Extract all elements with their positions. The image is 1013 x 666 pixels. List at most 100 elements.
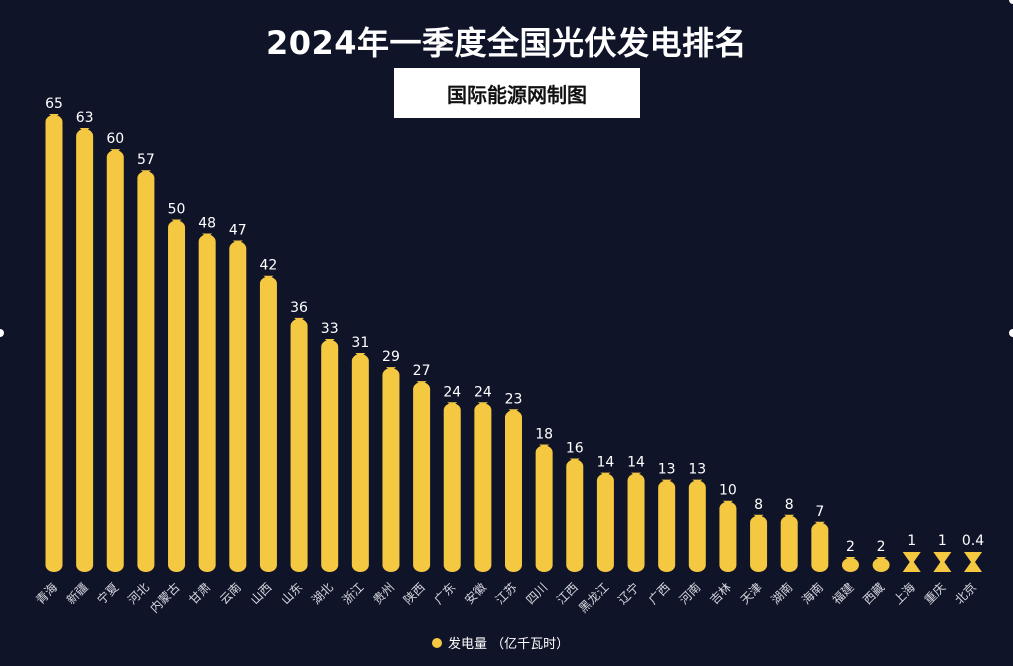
data-label: 18 [535, 426, 553, 442]
category-label: 四川 [523, 580, 550, 607]
bar[interactable] [198, 234, 216, 572]
category-label: 甘肃 [186, 580, 213, 607]
bar[interactable] [750, 515, 768, 572]
bar-cap [814, 521, 825, 526]
bar-cap [631, 472, 642, 477]
bar-group: 16 江西 [554, 441, 584, 608]
bar[interactable] [137, 171, 155, 572]
bar-cap [140, 170, 151, 175]
data-label: 14 [627, 455, 645, 471]
subtitle-box: 国际能源网制图 [394, 68, 640, 118]
data-label: 24 [443, 384, 461, 400]
bar[interactable] [719, 501, 737, 572]
bar[interactable] [474, 403, 492, 572]
data-label: 13 [688, 462, 706, 478]
bar-group: 24 广东 [431, 384, 461, 607]
resize-handle-top-right[interactable] [1009, 0, 1013, 4]
data-label: 65 [45, 96, 63, 112]
bar-cap [600, 472, 611, 477]
bar-group: 8 天津 [738, 497, 768, 607]
legend-marker [432, 638, 442, 648]
category-label: 海南 [798, 580, 826, 608]
bar[interactable] [351, 354, 369, 572]
bar[interactable] [780, 515, 798, 572]
bar-group: 2 西藏 [860, 539, 890, 607]
bar[interactable] [321, 339, 339, 572]
bar-group: 18 四川 [523, 426, 553, 607]
bar[interactable] [229, 241, 247, 573]
bar-cap [692, 479, 703, 484]
bar-group: 36 山东 [278, 300, 308, 607]
data-label: 1 [907, 533, 916, 549]
data-label: 57 [137, 152, 155, 168]
bar[interactable] [106, 150, 124, 572]
bar[interactable] [382, 368, 400, 572]
legend-label: 发电量 （亿千瓦时） [448, 636, 569, 652]
bar[interactable] [413, 382, 431, 572]
resize-handle-left[interactable] [0, 329, 4, 337]
bar[interactable] [566, 459, 584, 572]
bar[interactable] [535, 445, 553, 572]
bar-cap [661, 479, 672, 484]
category-label: 宁夏 [94, 580, 122, 608]
bar-group: 27 陕西 [400, 363, 430, 607]
bar-cap [263, 275, 274, 280]
bar-group: 65 青海 [33, 96, 63, 607]
category-label: 福建 [829, 580, 857, 608]
category-label: 河南 [676, 580, 704, 608]
data-label: 2 [846, 539, 855, 555]
bar-cap [845, 556, 856, 561]
bar-group: 7 海南 [798, 504, 829, 608]
bar[interactable] [290, 318, 308, 572]
bar[interactable] [933, 552, 952, 572]
bar-group: 1 上海 [890, 533, 921, 607]
bar[interactable] [76, 129, 94, 573]
category-label: 河北 [125, 580, 152, 607]
data-label: 7 [815, 504, 824, 520]
bar[interactable] [964, 552, 982, 572]
category-label: 北京 [952, 580, 979, 607]
bar[interactable] [45, 115, 63, 572]
bar[interactable] [168, 220, 186, 572]
category-label: 内蒙古 [147, 580, 183, 616]
bar-group: 29 贵州 [370, 349, 400, 607]
bar[interactable] [811, 522, 829, 572]
category-label: 陕西 [400, 580, 428, 608]
bar-group: 0.4 北京 [952, 533, 984, 607]
bar[interactable] [259, 276, 277, 572]
bar[interactable] [841, 557, 859, 572]
data-label: 24 [474, 384, 492, 400]
bar[interactable] [443, 403, 461, 572]
legend: 发电量 （亿千瓦时） [432, 636, 569, 652]
data-label: 33 [321, 321, 339, 337]
bar[interactable] [658, 480, 676, 572]
data-label: 60 [106, 131, 124, 147]
bar[interactable] [596, 473, 614, 572]
bar-cap [447, 402, 458, 407]
bar-cap [477, 402, 488, 407]
bar-group: 23 江苏 [493, 391, 523, 607]
bar[interactable] [872, 557, 890, 572]
data-label: 31 [351, 335, 369, 351]
category-label: 辽宁 [615, 580, 643, 608]
bar[interactable] [902, 552, 921, 572]
bar-group: 24 安徽 [461, 384, 491, 607]
bar-group: 63 新疆 [63, 110, 93, 607]
bar[interactable] [627, 473, 645, 572]
category-label: 云南 [216, 580, 244, 608]
bar[interactable] [505, 410, 522, 572]
bar-cap [784, 514, 795, 519]
bar-group: 8 湖南 [768, 497, 798, 607]
bar-group: 13 河南 [676, 462, 706, 608]
bar-cap [110, 149, 121, 154]
category-label: 山东 [278, 580, 305, 607]
bar-cap [355, 353, 366, 358]
bar-group: 60 宁夏 [94, 131, 124, 607]
bar[interactable] [688, 480, 706, 572]
bar-cap [171, 219, 182, 224]
category-label: 新疆 [63, 580, 91, 608]
resize-handle-right[interactable] [1009, 329, 1013, 337]
bar-group: 1 重庆 [922, 533, 952, 607]
bar-group: 48 甘肃 [186, 216, 216, 608]
category-label: 贵州 [370, 580, 397, 607]
